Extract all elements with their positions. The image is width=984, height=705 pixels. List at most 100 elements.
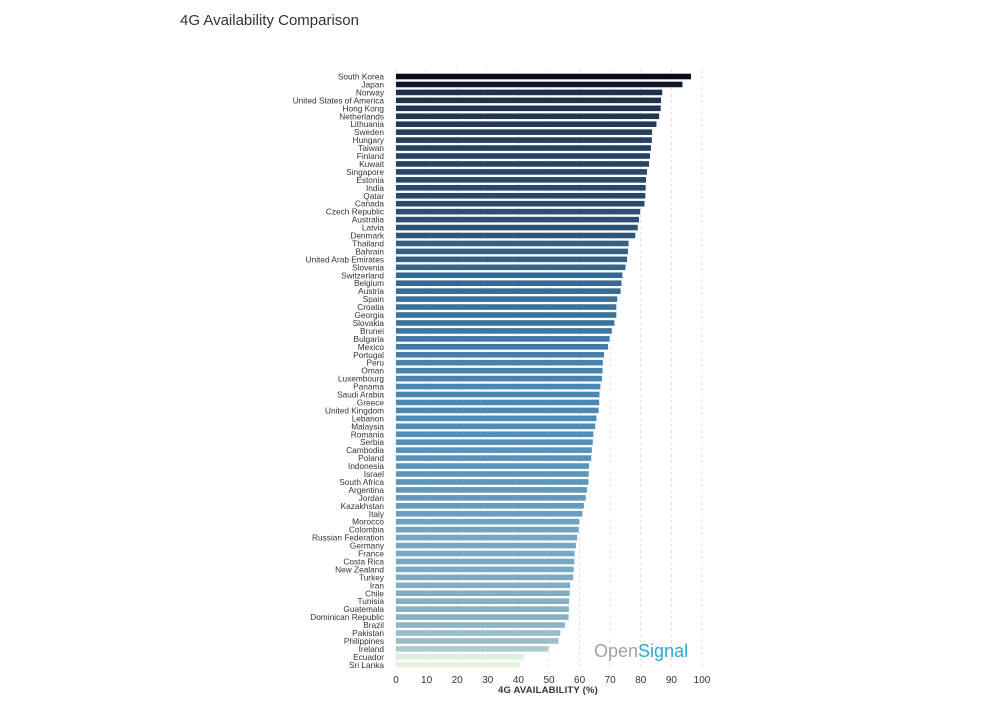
bar — [396, 407, 599, 414]
category-label: Croatia — [357, 302, 384, 312]
bar — [396, 264, 626, 271]
category-label: Singapore — [346, 167, 384, 177]
category-label: Peru — [366, 358, 384, 368]
bars — [396, 73, 691, 668]
bar — [396, 161, 650, 167]
x-tick-label: 0 — [393, 675, 399, 686]
logo-text-signal: Signal — [638, 641, 688, 661]
bar — [396, 638, 559, 644]
bar — [396, 81, 683, 88]
category-label: Kuwait — [359, 159, 385, 169]
category-label: Tunisia — [358, 596, 385, 606]
bar — [396, 288, 621, 294]
bar — [396, 526, 579, 533]
bar — [396, 518, 580, 525]
category-label: Jordan — [359, 493, 385, 503]
bar — [396, 153, 650, 159]
bar — [396, 542, 576, 549]
bar — [396, 487, 587, 493]
category-label: France — [358, 549, 384, 559]
bar — [396, 185, 646, 191]
category-label: Oman — [361, 366, 384, 376]
x-tick-label: 70 — [605, 675, 617, 686]
bar — [396, 558, 575, 565]
bar — [396, 232, 636, 239]
category-label: Thailand — [352, 238, 384, 248]
bar — [396, 606, 569, 612]
bar — [396, 471, 589, 477]
category-label: Hong Kong — [342, 103, 384, 113]
category-label: Saudi Arabia — [337, 390, 384, 400]
x-tick-label: 40 — [513, 675, 525, 686]
bar — [396, 256, 628, 263]
bar — [396, 216, 639, 223]
bar — [396, 463, 590, 469]
category-label: Morocco — [352, 517, 384, 527]
bar — [396, 192, 646, 199]
opensignal-logo: OpenSignal — [594, 641, 688, 661]
category-label: Malaysia — [351, 421, 384, 431]
bar — [396, 503, 584, 509]
bar — [396, 97, 661, 104]
category-label: Bahrain — [355, 246, 384, 256]
bar — [396, 73, 691, 80]
bar — [396, 550, 575, 557]
bar — [396, 447, 592, 453]
category-label: Poland — [358, 453, 384, 463]
category-label: Colombia — [349, 525, 384, 535]
category-label: Bulgaria — [354, 334, 385, 344]
bar — [396, 169, 647, 175]
bar — [396, 312, 617, 318]
category-label: Portugal — [353, 350, 384, 360]
category-label: Denmark — [350, 231, 385, 241]
bar — [396, 534, 578, 541]
category-label: United Arab Emirates — [306, 254, 384, 264]
bar — [396, 129, 653, 135]
category-label: Philippines — [344, 636, 384, 646]
category-label: Estonia — [356, 175, 384, 185]
category-label: Taiwan — [358, 143, 384, 153]
bar — [396, 105, 661, 112]
bar — [396, 280, 622, 286]
bar — [396, 455, 592, 461]
category-label: Czech Republic — [326, 207, 384, 217]
category-label: Belgium — [354, 278, 384, 288]
bar — [396, 654, 524, 660]
x-tick-label: 10 — [421, 675, 433, 686]
bar — [396, 423, 596, 430]
category-label: Greece — [357, 397, 385, 407]
bar — [396, 391, 600, 398]
category-label: Georgia — [354, 310, 384, 320]
category-label: Dominican Republic — [310, 612, 384, 622]
category-label: United States of America — [293, 95, 385, 105]
bar — [396, 137, 652, 143]
bar — [396, 622, 565, 628]
bar — [396, 344, 609, 350]
bar — [396, 574, 574, 581]
bar — [396, 510, 583, 517]
category-label: Costa Rica — [343, 556, 384, 566]
bar — [396, 614, 569, 620]
category-label: Italy — [369, 509, 385, 519]
bar — [396, 495, 586, 501]
category-label: Lebanon — [352, 413, 385, 423]
bar — [396, 383, 601, 390]
category-label: Russian Federation — [312, 533, 384, 543]
category-label: Hungary — [353, 135, 385, 145]
category-label: Luxembourg — [338, 374, 385, 384]
category-label: Mexico — [358, 342, 385, 352]
bar — [396, 320, 615, 326]
category-label: New Zealand — [335, 564, 384, 574]
bar — [396, 177, 647, 183]
category-label: Argentina — [348, 485, 384, 495]
category-label: Pakistan — [352, 628, 384, 638]
page-title: 4G Availability Comparison — [180, 12, 359, 29]
x-axis-title: 4G AVAILABILITY (%) — [498, 685, 598, 696]
bar — [396, 336, 610, 342]
x-tick-label: 50 — [543, 675, 555, 686]
x-axis-ticks: 0 10 20 30 40 50 60 70 80 90 100 — [393, 675, 711, 686]
category-label: Sweden — [354, 127, 384, 137]
category-label: Switzerland — [341, 270, 384, 280]
bar — [396, 439, 593, 445]
